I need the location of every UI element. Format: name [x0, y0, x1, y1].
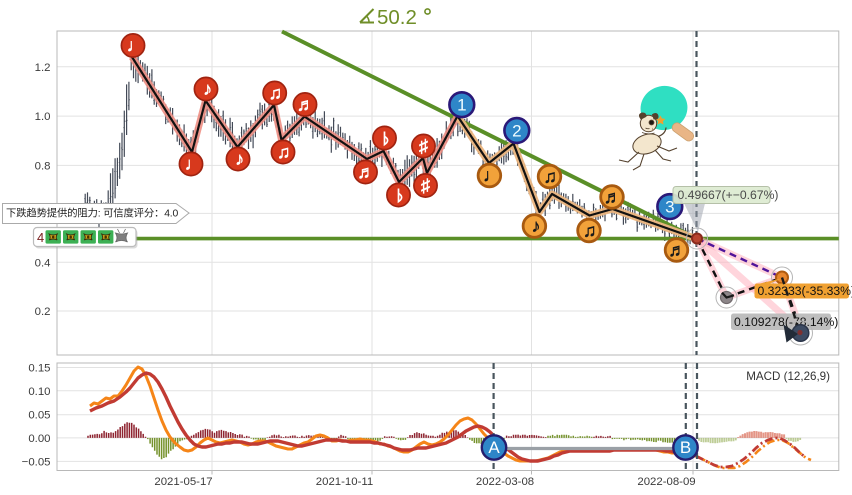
- svg-text:♪: ♪: [532, 216, 541, 236]
- svg-text:0.00: 0.00: [28, 433, 50, 445]
- svg-text:−0.05: −0.05: [22, 456, 51, 468]
- svg-text:1.2: 1.2: [35, 62, 51, 74]
- svg-text:3: 3: [665, 198, 674, 217]
- svg-text:♯: ♯: [419, 136, 428, 156]
- svg-text:♬: ♬: [668, 240, 686, 260]
- svg-text:0.32333(-35.33%): 0.32333(-35.33%): [758, 284, 852, 298]
- svg-text:0.4: 0.4: [35, 257, 51, 269]
- svg-text:2: 2: [512, 122, 521, 141]
- svg-text:♫: ♫: [543, 167, 557, 187]
- svg-text:♬: ♬: [297, 95, 315, 115]
- svg-text:♫: ♫: [583, 221, 597, 241]
- svg-text:下跌趋势提供的阻力: 可信度评分：4.0: 下跌趋势提供的阻力: 可信度评分：4.0: [6, 204, 178, 219]
- svg-text:1.0: 1.0: [35, 111, 51, 123]
- svg-text:♪: ♪: [203, 79, 212, 99]
- svg-text:0.05: 0.05: [28, 410, 50, 422]
- svg-text:0.10: 0.10: [28, 386, 50, 398]
- svg-text:♩: ♩: [483, 166, 501, 186]
- svg-text:2022-03-08: 2022-03-08: [476, 476, 534, 488]
- svg-text:2022-08-09: 2022-08-09: [637, 476, 695, 488]
- svg-text:0.15: 0.15: [28, 363, 50, 375]
- svg-text:4: 4: [37, 230, 44, 245]
- svg-text:A: A: [488, 438, 500, 457]
- svg-text:0.8: 0.8: [35, 160, 51, 172]
- svg-text:0.49667(+−0.67%): 0.49667(+−0.67%): [678, 188, 779, 202]
- svg-text:0.2: 0.2: [35, 306, 51, 318]
- svg-text:♩: ♩: [127, 36, 145, 56]
- svg-text:0.109278(-78.14%): 0.109278(-78.14%): [734, 315, 838, 329]
- svg-text:MACD (12,26,9): MACD (12,26,9): [746, 370, 830, 383]
- svg-text:50.2: 50.2: [377, 6, 417, 29]
- svg-text:2021-10-11: 2021-10-11: [316, 476, 373, 488]
- svg-text:♪: ♪: [235, 149, 244, 169]
- svg-text:♫: ♫: [277, 142, 291, 162]
- svg-text:♩: ♩: [185, 154, 203, 174]
- svg-text:♬: ♬: [357, 162, 375, 182]
- svg-text:♬: ♬: [604, 187, 622, 207]
- svg-text:2021-05-17: 2021-05-17: [154, 476, 212, 488]
- svg-text:B: B: [680, 438, 691, 457]
- svg-text:1: 1: [457, 96, 466, 115]
- svg-text:♫: ♫: [269, 83, 283, 103]
- svg-text:♯: ♯: [421, 176, 430, 196]
